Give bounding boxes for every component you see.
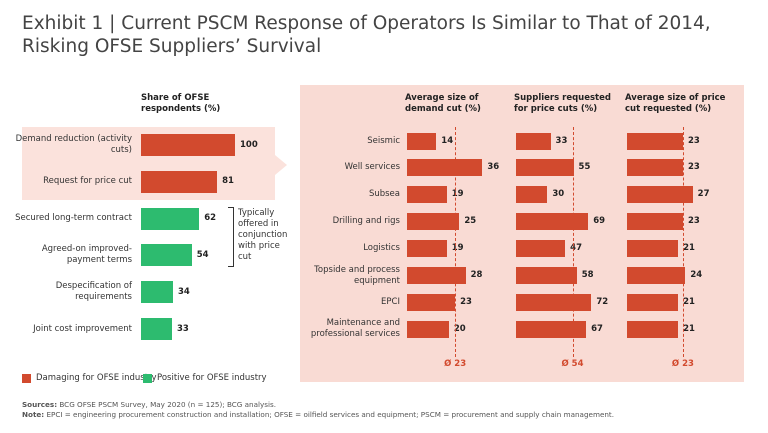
category-label: Seismic [367, 135, 400, 146]
value-label: 21 [683, 296, 695, 307]
category-label: Secured long-term contract [15, 213, 132, 224]
value-label: 21 [683, 323, 695, 334]
bar [516, 293, 592, 311]
category-label: Agreed-on improved-payment terms [41, 244, 132, 266]
bar [407, 320, 449, 338]
value-label: 58 [581, 270, 594, 280]
series-title: Average size of demand cut (%) [405, 93, 481, 114]
value-label: 100 [240, 139, 258, 150]
value-label: 20 [453, 323, 466, 334]
bar [407, 267, 466, 284]
value-label: 67 [591, 323, 603, 334]
sources-label: Sources: [22, 400, 58, 409]
legend-label: Damaging for OFSE industry [36, 373, 157, 383]
average-label: Ø 23 [671, 359, 694, 369]
note-label: Note: [22, 410, 45, 419]
bar [627, 159, 683, 177]
average-line [682, 127, 684, 357]
series-title: Suppliers requested for price cuts (%) [514, 93, 611, 114]
legend-swatch [22, 374, 31, 383]
value-label: 30 [552, 189, 565, 200]
value-label: 23 [687, 135, 700, 146]
bar [516, 267, 577, 284]
legend-swatch [143, 374, 152, 383]
arrow [275, 155, 287, 175]
bar [407, 159, 483, 177]
value-label: 54 [196, 249, 209, 260]
category-label: Joint cost improvement [33, 323, 132, 334]
value-label: 28 [470, 270, 483, 280]
bar [141, 318, 173, 340]
bar [627, 213, 683, 231]
value-label: 14 [441, 135, 454, 146]
note-text: EPCI = engineering procurement construct… [46, 410, 615, 419]
bar [627, 132, 683, 150]
value-label: 72 [596, 296, 609, 307]
sources-text: BCG OFSE PSCM Survey, May 2020 (n = 125)… [59, 400, 277, 409]
bar [516, 320, 587, 338]
bracket [228, 207, 234, 267]
bar [516, 240, 566, 258]
category-label: Demand reduction (activity cuts) [15, 134, 132, 155]
value-label: 55 [578, 162, 591, 173]
bar [407, 186, 447, 204]
note: Note: EPCI = engineering procurement con… [22, 410, 752, 420]
value-label: 25 [464, 216, 477, 227]
category-label: Subsea [368, 189, 400, 200]
average-line [455, 127, 457, 357]
bar [516, 186, 548, 204]
title: Exhibit 1 | Current PSCM Response of Ope… [22, 13, 711, 57]
category-label: Well services [344, 162, 400, 173]
category-label: Topside and process equipment [314, 264, 400, 286]
average-label: Ø 23 [444, 359, 467, 369]
value-label: 27 [697, 189, 710, 200]
series-title: Average size of price cut requested (%) [625, 93, 726, 114]
bar [141, 244, 192, 267]
average-label: Ø 54 [561, 359, 584, 369]
chart-title: Share of OFSE respondents (%) [141, 93, 221, 114]
bar [516, 159, 574, 177]
annotation: Typically offered in conjunction with pr… [238, 208, 288, 262]
bar [141, 134, 235, 156]
bar [627, 320, 679, 338]
bar [407, 240, 447, 258]
value-label: 47 [570, 243, 583, 254]
value-label: 81 [222, 176, 234, 187]
category-label: Despecification of requirements [55, 281, 132, 303]
bar [516, 213, 589, 231]
value-label: 23 [460, 296, 472, 307]
value-label: 19 [451, 243, 464, 254]
bar [627, 186, 693, 204]
bar [141, 170, 218, 193]
value-label: 33 [555, 135, 568, 146]
category-label: Drilling and rigs [332, 216, 400, 227]
value-label: 19 [451, 189, 464, 200]
value-label: 23 [687, 162, 700, 173]
category-label: Request for price cut [43, 176, 132, 187]
value-label: 62 [204, 213, 217, 224]
bar [627, 293, 679, 311]
category-label: Logistics [363, 243, 400, 254]
category-label: EPCI [381, 296, 400, 307]
average-line [572, 127, 574, 357]
value-label: 23 [687, 216, 700, 227]
legend-label: Positive for OFSE industry [157, 373, 267, 383]
value-label: 24 [690, 270, 703, 280]
value-label: 33 [177, 323, 189, 334]
value-label: 36 [487, 162, 500, 173]
bar [516, 132, 551, 150]
bar [141, 207, 200, 230]
bar [407, 293, 456, 311]
category-label: Maintenance and professional services [310, 318, 400, 340]
sources: Sources: BCG OFSE PSCM Survey, May 2020 … [22, 400, 752, 410]
bar [627, 240, 679, 258]
value-label: 34 [177, 286, 190, 297]
bar [407, 213, 460, 231]
bar [627, 267, 686, 284]
bar [141, 281, 173, 304]
value-label: 21 [683, 243, 695, 254]
bar [407, 132, 437, 150]
value-label: 69 [593, 216, 606, 227]
